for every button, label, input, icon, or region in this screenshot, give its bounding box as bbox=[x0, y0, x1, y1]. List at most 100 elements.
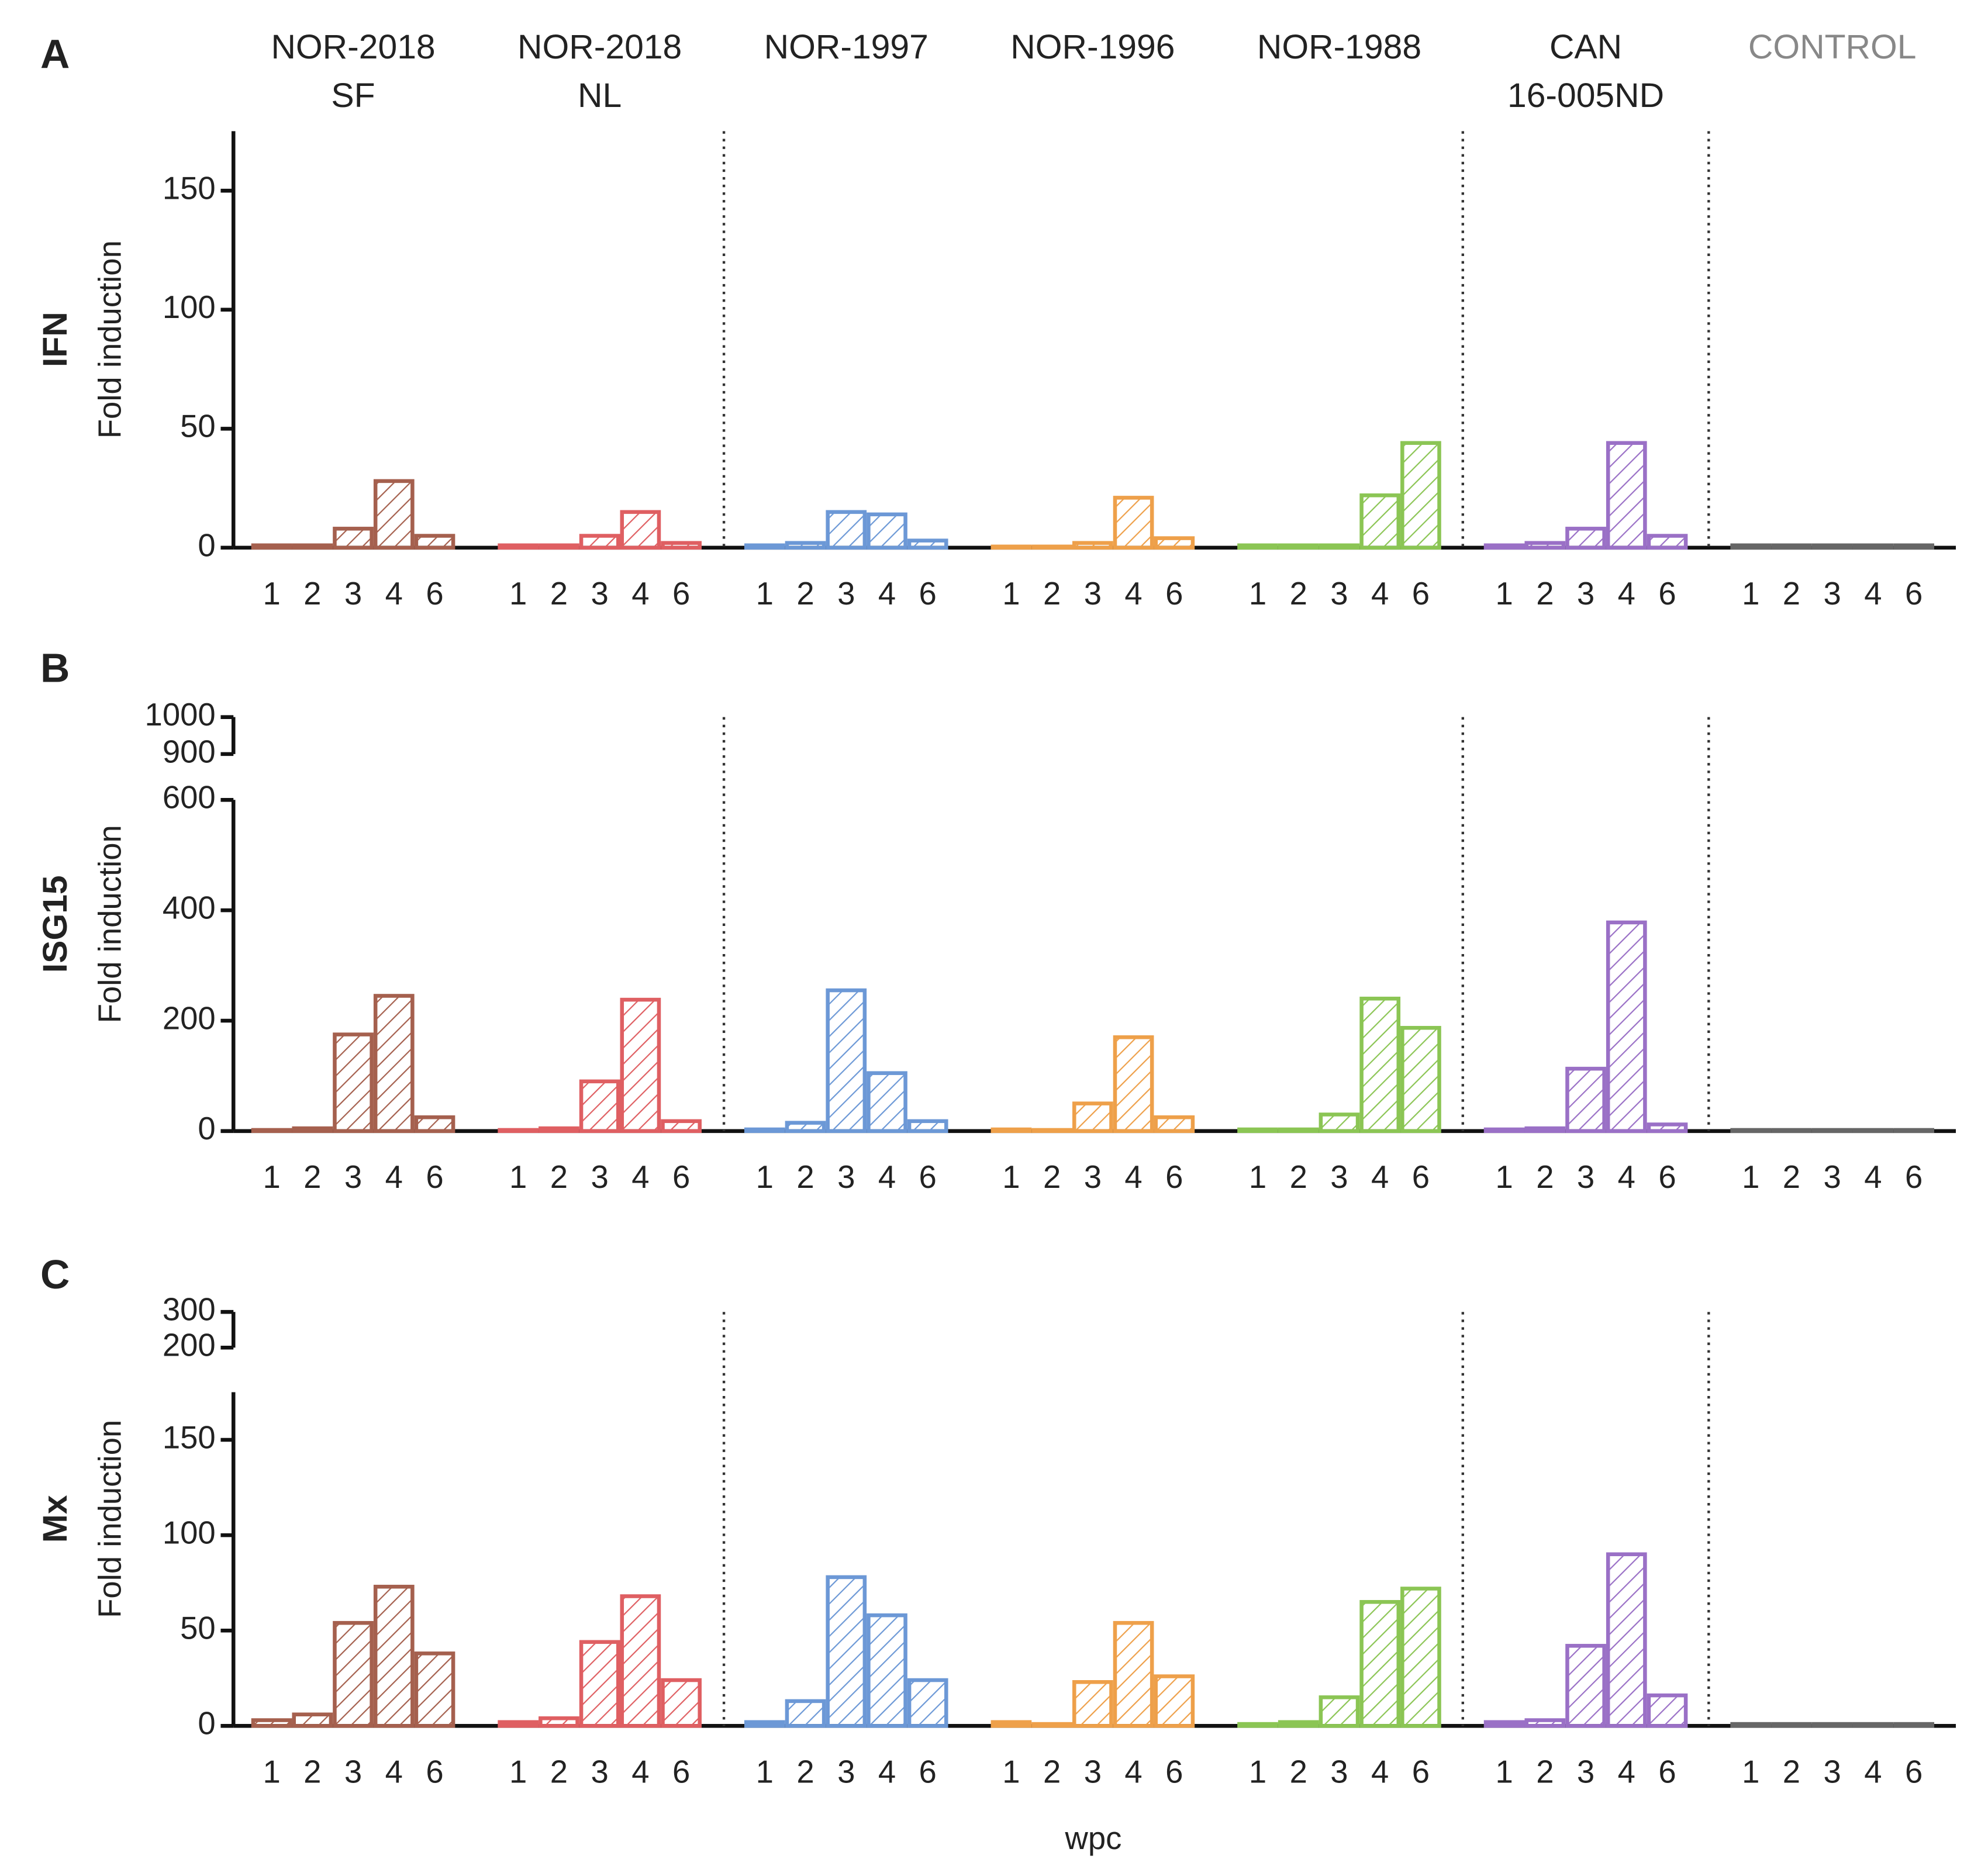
bar bbox=[826, 988, 867, 1134]
x-tick-label: 4 bbox=[631, 1754, 649, 1790]
bar bbox=[1647, 534, 1688, 550]
x-tick-label: 3 bbox=[591, 576, 609, 611]
bar bbox=[1647, 1122, 1688, 1134]
y-tick-label: 100 bbox=[163, 289, 216, 325]
group-header: NOR-1988 bbox=[1257, 27, 1422, 67]
bar bbox=[1113, 1035, 1154, 1134]
bar bbox=[539, 543, 579, 550]
bar bbox=[1483, 1720, 1525, 1728]
y-tick-label: 600 bbox=[163, 780, 216, 815]
x-tick-label: 3 bbox=[344, 576, 362, 611]
x-tick-label: 4 bbox=[631, 1159, 649, 1195]
x-tick-label: 4 bbox=[1371, 576, 1389, 611]
x-tick-label: 6 bbox=[1165, 576, 1183, 611]
bar bbox=[1031, 1722, 1072, 1728]
group-name: NOR-1988 bbox=[1257, 27, 1422, 67]
bar bbox=[1400, 1025, 1441, 1134]
bar bbox=[498, 1720, 539, 1728]
x-tick-label: 1 bbox=[509, 576, 527, 611]
group-name: NOR-2018 SF bbox=[271, 27, 436, 115]
bar bbox=[867, 512, 907, 550]
x-tick-label: 1 bbox=[1495, 1159, 1513, 1195]
x-tick-label: 2 bbox=[796, 1754, 814, 1790]
bar bbox=[414, 1115, 455, 1134]
x-tick-label: 1 bbox=[756, 576, 774, 611]
x-tick-label: 3 bbox=[1824, 1159, 1841, 1195]
x-tick-label: 2 bbox=[303, 576, 321, 611]
x-tick-label: 4 bbox=[631, 576, 649, 611]
x-tick-label: 2 bbox=[1536, 1159, 1554, 1195]
bar bbox=[1319, 1112, 1360, 1134]
bar bbox=[1237, 1127, 1278, 1134]
x-tick-label: 6 bbox=[672, 1754, 690, 1790]
x-tick-label: 3 bbox=[837, 1159, 855, 1195]
x-tick-label: 3 bbox=[1084, 1159, 1102, 1195]
bar bbox=[539, 1126, 579, 1134]
x-tick-label: 3 bbox=[1330, 1159, 1348, 1195]
x-tick-label: 3 bbox=[1330, 576, 1348, 611]
bar bbox=[826, 1575, 867, 1728]
x-tick-label: 2 bbox=[1783, 576, 1800, 611]
bar bbox=[1359, 1600, 1401, 1728]
bar bbox=[867, 1071, 907, 1134]
bar bbox=[1072, 541, 1113, 550]
x-tick-label: 2 bbox=[303, 1159, 321, 1195]
group-name: CAN 16-005ND bbox=[1507, 27, 1665, 115]
x-tick-label: 1 bbox=[756, 1159, 774, 1195]
bar bbox=[1359, 996, 1401, 1134]
x-tick-label: 6 bbox=[1905, 576, 1923, 611]
x-tick-label: 6 bbox=[919, 1754, 937, 1790]
bar bbox=[1771, 543, 1812, 550]
bar bbox=[1606, 1552, 1647, 1728]
bar bbox=[414, 534, 455, 550]
bar bbox=[373, 994, 415, 1134]
bar bbox=[1400, 1587, 1441, 1728]
x-tick-label: 3 bbox=[1577, 1754, 1594, 1790]
x-tick-label: 3 bbox=[1330, 1754, 1348, 1790]
x-tick-label: 1 bbox=[263, 1159, 280, 1195]
x-tick-label: 6 bbox=[1658, 1754, 1676, 1790]
x-tick-label: 1 bbox=[263, 1754, 280, 1790]
bar bbox=[373, 1584, 415, 1728]
x-tick-label: 6 bbox=[919, 576, 937, 611]
x-tick-label: 4 bbox=[385, 1754, 403, 1790]
bar bbox=[1400, 441, 1441, 550]
bar bbox=[292, 1712, 333, 1728]
x-tick-label: 1 bbox=[1002, 1754, 1020, 1790]
bar bbox=[1113, 496, 1154, 550]
group-header: NOR-2018 SF bbox=[271, 27, 436, 115]
bar bbox=[1154, 1674, 1195, 1728]
x-tick-label: 4 bbox=[878, 1159, 896, 1195]
x-tick-label: 2 bbox=[1783, 1159, 1800, 1195]
x-tick-label: 4 bbox=[1124, 576, 1142, 611]
x-tick-label: 4 bbox=[1864, 576, 1882, 611]
x-tick-label: 6 bbox=[1412, 1159, 1430, 1195]
bar bbox=[1811, 543, 1853, 550]
x-tick-label: 2 bbox=[1290, 576, 1307, 611]
x-tick-label: 1 bbox=[1742, 1754, 1759, 1790]
bar bbox=[661, 541, 702, 550]
group-header: NOR-1997 bbox=[764, 27, 929, 67]
x-axis-title: wpc bbox=[1065, 1820, 1122, 1856]
x-tick-label: 6 bbox=[1165, 1754, 1183, 1790]
x-tick-label: 1 bbox=[1495, 1754, 1513, 1790]
x-tick-label: 6 bbox=[1905, 1159, 1923, 1195]
bar bbox=[785, 1699, 826, 1728]
bar bbox=[333, 527, 374, 550]
x-tick-label: 4 bbox=[385, 1159, 403, 1195]
y-tick-label: 200 bbox=[163, 1000, 216, 1036]
bar bbox=[1031, 1128, 1072, 1134]
x-tick-label: 1 bbox=[756, 1754, 774, 1790]
x-tick-label: 3 bbox=[1577, 576, 1594, 611]
group-name: NOR-1997 bbox=[764, 27, 929, 67]
bar bbox=[1852, 543, 1894, 550]
bar bbox=[1852, 1128, 1894, 1134]
y-tick-label: 150 bbox=[163, 1419, 216, 1455]
x-tick-label: 1 bbox=[1495, 576, 1513, 611]
x-tick-label: 2 bbox=[1043, 576, 1061, 611]
y-tick-label: 1000 bbox=[145, 697, 216, 732]
x-tick-label: 1 bbox=[1742, 576, 1759, 611]
x-tick-label: 4 bbox=[1371, 1159, 1389, 1195]
